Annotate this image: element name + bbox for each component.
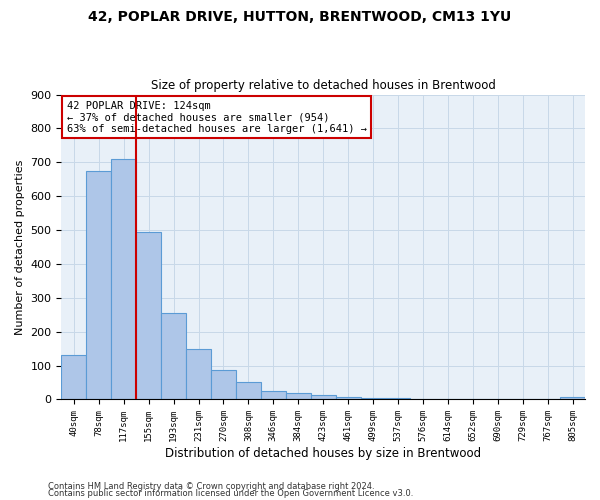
Bar	[286, 394, 311, 400]
Bar	[361, 398, 386, 400]
Bar	[335, 397, 361, 400]
Bar	[136, 232, 161, 400]
Title: Size of property relative to detached houses in Brentwood: Size of property relative to detached ho…	[151, 79, 496, 92]
Bar	[186, 348, 211, 400]
Bar	[560, 397, 585, 400]
X-axis label: Distribution of detached houses by size in Brentwood: Distribution of detached houses by size …	[165, 447, 481, 460]
Y-axis label: Number of detached properties: Number of detached properties	[15, 160, 25, 334]
Bar	[261, 391, 286, 400]
Bar	[111, 159, 136, 400]
Bar	[61, 356, 86, 400]
Bar	[86, 171, 111, 400]
Bar	[436, 399, 460, 400]
Text: Contains public sector information licensed under the Open Government Licence v3: Contains public sector information licen…	[48, 489, 413, 498]
Bar	[236, 382, 261, 400]
Bar	[386, 398, 410, 400]
Bar	[211, 370, 236, 400]
Bar	[410, 399, 436, 400]
Text: Contains HM Land Registry data © Crown copyright and database right 2024.: Contains HM Land Registry data © Crown c…	[48, 482, 374, 491]
Text: 42, POPLAR DRIVE, HUTTON, BRENTWOOD, CM13 1YU: 42, POPLAR DRIVE, HUTTON, BRENTWOOD, CM1…	[88, 10, 512, 24]
Text: 42 POPLAR DRIVE: 124sqm
← 37% of detached houses are smaller (954)
63% of semi-d: 42 POPLAR DRIVE: 124sqm ← 37% of detache…	[67, 100, 367, 134]
Bar	[161, 313, 186, 400]
Bar	[311, 396, 335, 400]
